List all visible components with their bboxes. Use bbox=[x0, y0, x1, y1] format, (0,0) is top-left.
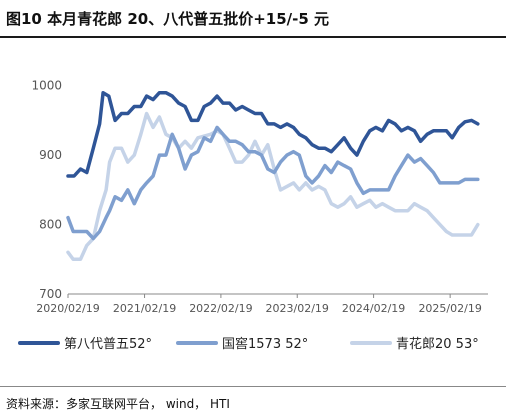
x-tick-label: 2025/02/19 bbox=[418, 302, 481, 315]
figure-header: 图10 本月青花郎 20、八代普五批价+15/-5 元 bbox=[0, 0, 506, 38]
source-note: 资料来源：多家互联网平台， wind， HTI bbox=[6, 397, 230, 411]
legend-label: 国窖1573 52° bbox=[222, 336, 308, 352]
legend-label: 青花郎20 53° bbox=[396, 336, 479, 352]
series-line-3 bbox=[66, 111, 480, 262]
y-tick-label: 900 bbox=[39, 148, 62, 162]
x-tick-label: 2022/02/19 bbox=[189, 302, 252, 315]
series-line-2 bbox=[66, 125, 480, 241]
figure-title: 图10 本月青花郎 20、八代普五批价+15/-5 元 bbox=[6, 10, 329, 28]
y-tick-label: 700 bbox=[39, 287, 62, 301]
chart-axes: 700 800 900 1000 2020/02/19 2021/02/19 2022/02… bbox=[31, 79, 488, 315]
x-tick-label: 2020/02/19 bbox=[36, 302, 99, 315]
chart-legend: 第八代普五52° 国窖1573 52° 青花郎20 53° bbox=[18, 336, 479, 352]
chart-lines bbox=[66, 90, 480, 262]
legend-label: 第八代普五52° bbox=[64, 337, 152, 352]
line-chart: 700 800 900 1000 2020/02/19 2021/02/19 2022/02… bbox=[18, 79, 488, 352]
x-tick-label: 2024/02/19 bbox=[342, 302, 405, 315]
figure-footer: 资料来源：多家互联网平台， wind， HTI bbox=[0, 386, 506, 417]
x-tick-label: 2023/02/19 bbox=[266, 302, 329, 315]
y-tick-label: 1000 bbox=[31, 79, 62, 93]
y-tick-label: 800 bbox=[39, 218, 62, 232]
series-line-1 bbox=[66, 90, 480, 178]
x-tick-label: 2021/02/19 bbox=[113, 302, 176, 315]
